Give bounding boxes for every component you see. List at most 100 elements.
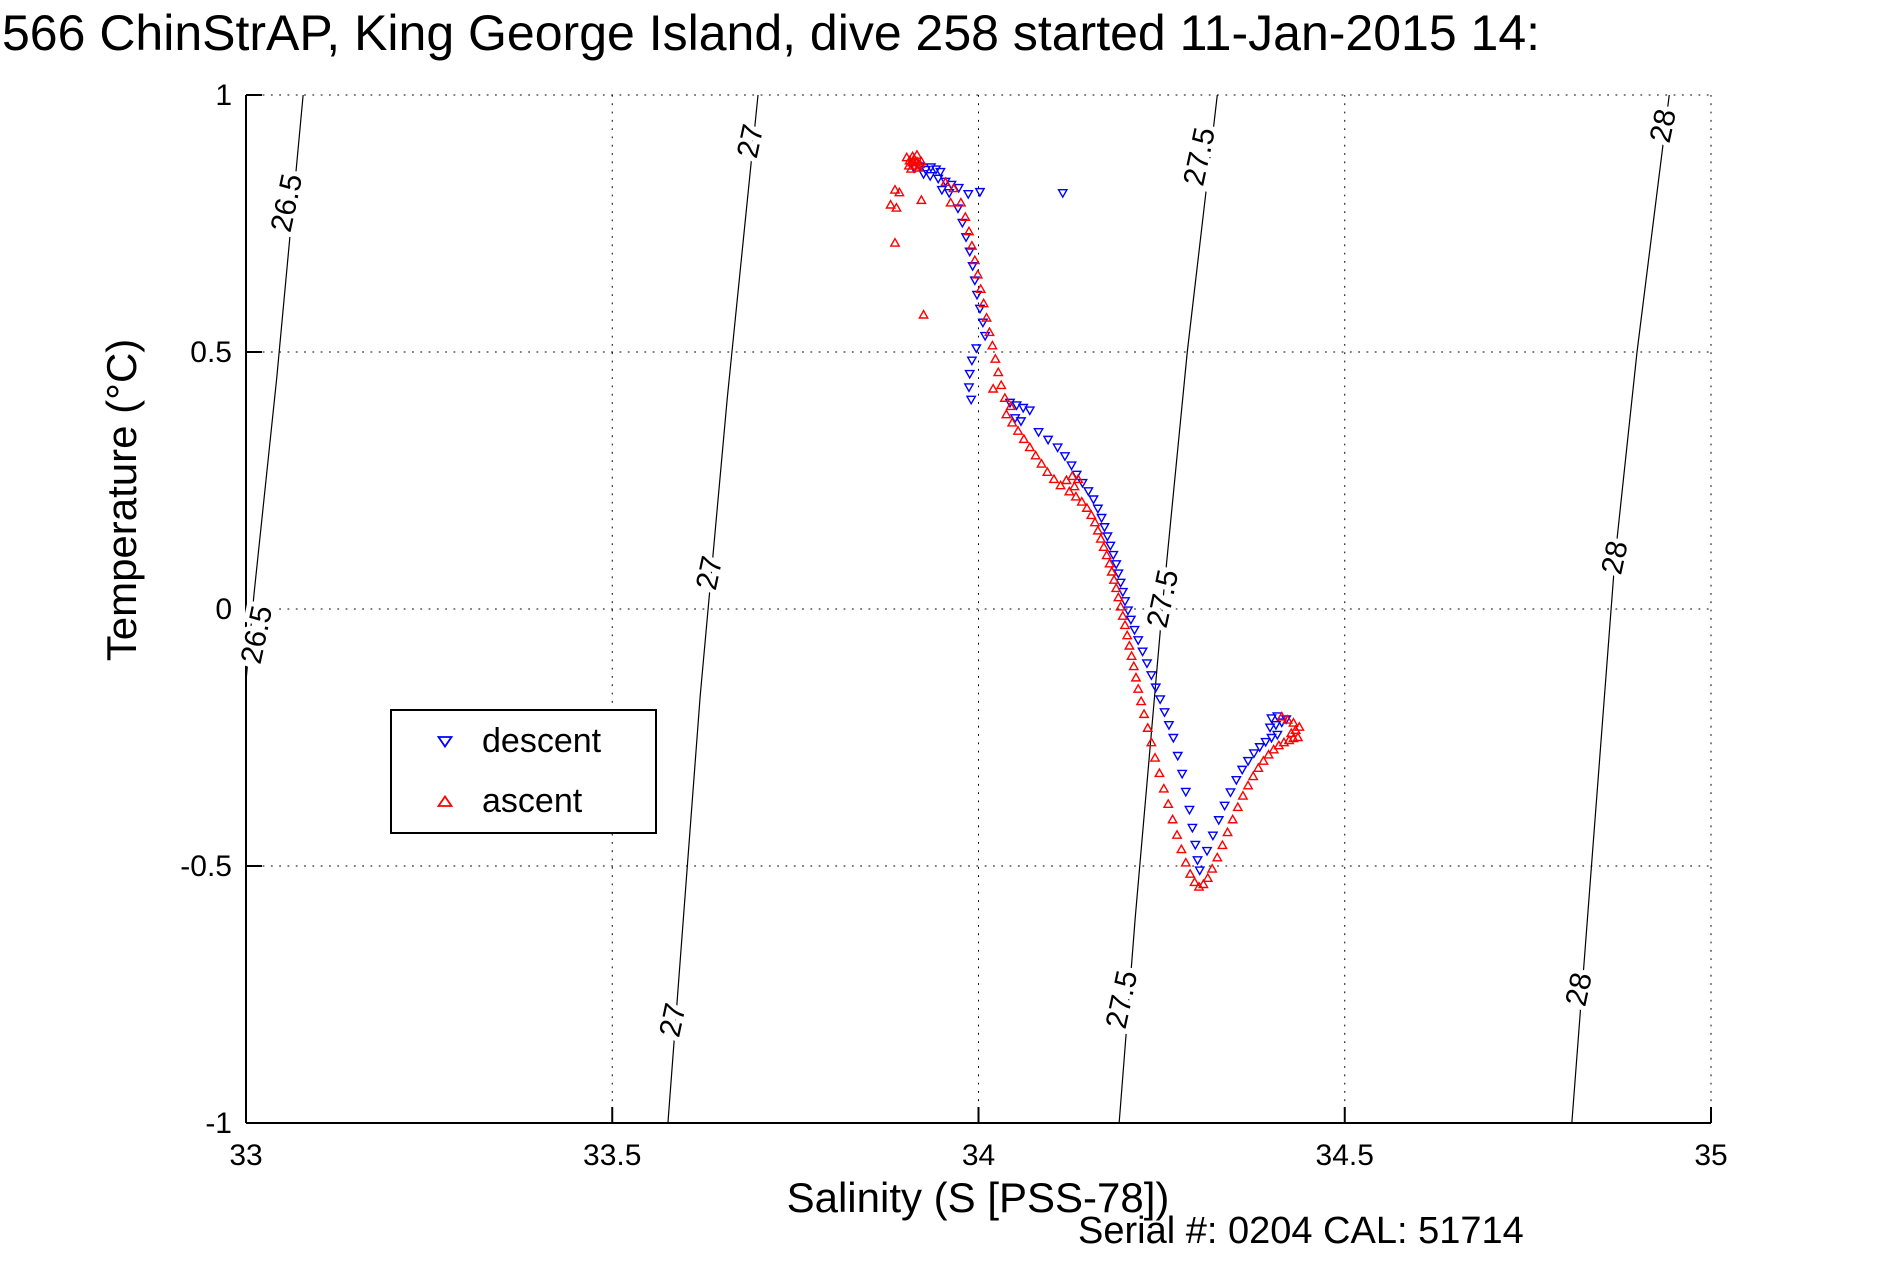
descent-point: [1248, 749, 1260, 759]
ascent-point: [1283, 734, 1295, 745]
descent-point: [1033, 427, 1044, 438]
descent-point: [1189, 840, 1201, 851]
ascent-point: [948, 182, 959, 193]
descent-point: [1270, 720, 1282, 731]
descent-point: [1137, 647, 1148, 657]
series-ascent: [885, 149, 1305, 891]
ascent-point: [1197, 878, 1209, 889]
ascent-point: [1158, 783, 1170, 793]
ascent-point: [1012, 425, 1024, 435]
descent-point: [1015, 417, 1027, 427]
ascent-point: [963, 225, 975, 236]
isopycnal-label-27.5: 27.5: [1100, 968, 1144, 1032]
ascent-point: [1048, 473, 1060, 484]
y-tick-label: 1: [215, 79, 232, 112]
descent-point: [1077, 478, 1088, 489]
isopycnal-label-27: 27: [690, 553, 729, 593]
x-tick-label: 35: [1694, 1139, 1727, 1172]
ascent-point: [1138, 708, 1150, 719]
ascent-point: [1095, 533, 1107, 543]
ascent-point: [1128, 660, 1140, 671]
ascent-point: [1247, 770, 1259, 781]
ascent-point: [959, 211, 971, 222]
descent-point: [1154, 695, 1166, 705]
descent-point: [1201, 846, 1213, 857]
descent-point: [1207, 831, 1219, 841]
descent-point: [1266, 733, 1277, 744]
ascent-point: [1189, 876, 1200, 887]
descent-point: [967, 261, 979, 272]
x-tick-label: 34.5: [1316, 1139, 1374, 1172]
descent-point: [1132, 636, 1144, 646]
ascent-point: [1258, 755, 1269, 765]
ascent-point: [1041, 466, 1053, 476]
legend-label-ascent: ascent: [482, 782, 583, 821]
ascent-point: [1085, 509, 1097, 520]
isopycnal-label-26.5: 26.5: [265, 171, 309, 235]
ascent-point: [1119, 619, 1131, 630]
ascent-point: [1132, 683, 1144, 693]
descent-point: [1129, 625, 1140, 636]
descent-point: [974, 187, 986, 198]
ascent-point: [975, 283, 987, 293]
descent-point: [1082, 487, 1094, 497]
descent-point: [1167, 733, 1179, 744]
ascent-point: [1130, 672, 1142, 682]
ascent-point: [1167, 813, 1179, 824]
descent-point: [1088, 495, 1099, 505]
triangle-up-icon: [436, 794, 454, 807]
ascent-point: [1252, 762, 1264, 773]
legend: descent ascent: [390, 709, 657, 834]
ascent-point: [1180, 857, 1192, 867]
x-tick-label: 33.5: [583, 1139, 641, 1172]
ascent-point: [1206, 863, 1218, 873]
y-tick-label: 0: [215, 593, 232, 626]
descent-point: [1145, 671, 1157, 681]
ascent-point: [1126, 650, 1137, 660]
descent-point: [1194, 866, 1206, 876]
descent-point: [1110, 560, 1122, 570]
isopycnal-26.5: [245, 94, 304, 682]
ascent-point: [966, 240, 978, 250]
descent-point: [1102, 532, 1113, 542]
descent-point: [1213, 816, 1225, 826]
descent-point: [1117, 587, 1129, 598]
ascent-point: [1175, 843, 1187, 854]
descent-point: [964, 247, 976, 258]
descent-point: [1057, 188, 1069, 199]
ascent-point: [889, 184, 901, 194]
ascent-point: [1106, 566, 1118, 576]
ascent-point: [1113, 591, 1124, 602]
ascent-point: [1110, 582, 1122, 593]
descent-point: [1254, 743, 1266, 753]
ascent-point: [1232, 801, 1244, 812]
legend-item-descent: descent: [392, 722, 655, 761]
descent-point: [943, 188, 955, 199]
ascent-point: [984, 326, 995, 337]
ascent-point: [1024, 441, 1036, 452]
descent-point: [963, 383, 975, 393]
isopycnal-27: [667, 94, 759, 1124]
y-tick-label: -0.5: [180, 850, 232, 883]
isopycnal-label-28: 28: [1644, 106, 1683, 146]
descent-point: [1096, 513, 1107, 524]
descent-point: [1260, 737, 1272, 748]
ascent-point: [1055, 479, 1066, 490]
descent-point: [1230, 775, 1242, 786]
ascent-point: [1135, 695, 1147, 706]
descent-point: [1180, 787, 1192, 798]
ascent-point: [1098, 541, 1110, 552]
contour-lines: [245, 94, 1670, 1124]
descent-point: [1176, 769, 1188, 780]
legend-label-descent: descent: [482, 721, 602, 760]
descent-point: [1066, 461, 1077, 471]
descent-point: [1052, 443, 1064, 453]
legend-item-ascent: ascent: [392, 782, 655, 821]
contour-labels: 26.5 26.5 27 27 27 27.5 27.5 27.5 28 28 28: [230, 101, 1688, 1045]
ascent-point: [1066, 470, 1078, 481]
ascent-point: [911, 149, 923, 159]
ascent-point: [1030, 450, 1042, 460]
descent-point: [1024, 406, 1036, 416]
ascent-point: [1145, 736, 1157, 747]
